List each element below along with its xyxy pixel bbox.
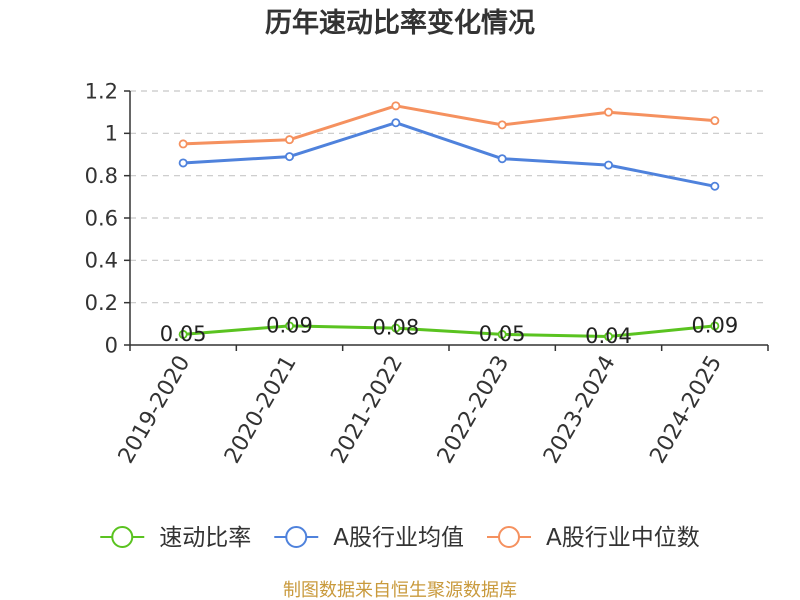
series-0-point	[284, 321, 294, 331]
y-tick-label: 0.8	[85, 164, 118, 188]
series-group	[178, 101, 720, 342]
legend-item-1[interactable]: A股行业均值	[274, 525, 464, 551]
legend-label: A股行业中位数	[546, 525, 700, 551]
series-1-line	[181, 121, 717, 188]
y-axis-ticks: 0 0.2 0.4 0.6 0.8 1 1.2	[85, 79, 130, 357]
y-tick-label: 1.2	[85, 79, 118, 103]
series-1-point	[391, 118, 401, 128]
legend: 速动比率 A股行业均值 A股行业中位数	[100, 525, 700, 551]
series-0-data-label: 0.09	[691, 313, 738, 337]
series-2-line	[181, 104, 717, 146]
y-tick-label: 1	[105, 122, 118, 146]
series-0	[178, 321, 720, 342]
series-0-point	[710, 321, 720, 331]
series-2-point	[604, 107, 614, 117]
legend-item-0[interactable]: 速动比率	[100, 525, 251, 551]
series-2-point	[178, 139, 188, 149]
series-0-data-label: 0.04	[585, 324, 632, 348]
series-0-line	[181, 324, 717, 338]
x-tick-label: 2019-2020	[114, 352, 196, 468]
gridlines	[130, 90, 768, 304]
series-1-point	[710, 181, 720, 191]
legend-circle-marker	[285, 526, 308, 548]
legend-label: A股行业均值	[333, 525, 464, 551]
legend-circle-marker	[498, 526, 520, 548]
series-2-point	[497, 120, 507, 130]
source-note: 制图数据来自恒生聚源数据库	[283, 580, 517, 600]
legend-item-2[interactable]: A股行业中位数	[487, 525, 700, 551]
series-2-point	[391, 101, 401, 111]
series-1-point	[284, 152, 294, 162]
y-tick-label: 0.4	[85, 249, 118, 273]
x-axis-ticks: 2019-2020 2020-2021 2021-2022 2022-2023 2023…	[114, 345, 769, 468]
x-tick-label: 2022-2023	[433, 351, 515, 467]
x-tick-label: 2024-2025	[645, 352, 727, 468]
series-1-point	[604, 160, 614, 170]
legend-label: 速动比率	[159, 525, 251, 551]
series-0-data-label: 0.05	[479, 322, 526, 346]
series-0-data-label: 0.05	[160, 322, 207, 346]
x-tick-label: 2023-2024	[539, 352, 621, 468]
series-1-point	[497, 154, 507, 164]
legend-circle-marker	[111, 526, 134, 548]
series-0-data-label: 0.09	[266, 313, 313, 337]
x-tick-label: 2020-2021	[220, 352, 302, 468]
series-0-point	[391, 323, 401, 333]
series-0-point	[178, 329, 188, 339]
series-1-point	[178, 158, 188, 168]
data-labels: 0.05 0.09 0.08 0.05 0.04 0.09	[160, 313, 738, 348]
series-2-point	[710, 116, 720, 126]
series-0-data-label: 0.08	[372, 315, 419, 339]
y-tick-label: 0.6	[85, 206, 118, 230]
series-2-point	[284, 135, 294, 145]
chart-title: 历年速动比率变化情况	[265, 7, 535, 39]
series-0-point	[497, 329, 507, 339]
series-0-point	[604, 332, 614, 342]
series-1	[178, 118, 720, 191]
x-tick-label: 2021-2022	[326, 352, 408, 468]
y-tick-label: 0	[105, 333, 118, 357]
y-tick-label: 0.2	[85, 291, 118, 315]
series-2	[178, 101, 720, 149]
